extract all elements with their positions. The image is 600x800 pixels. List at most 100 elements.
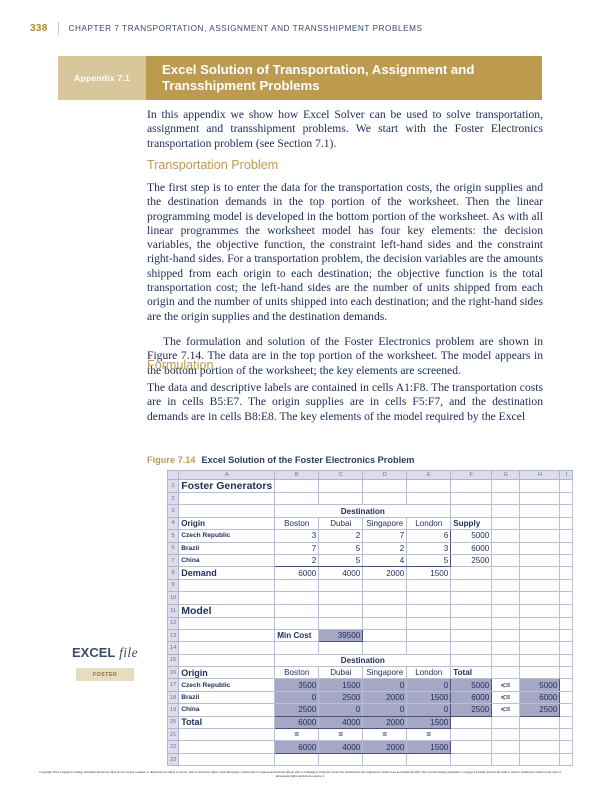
rowhdr-21[interactable]: 21	[166, 728, 180, 742]
colhdr-c[interactable]: C	[318, 470, 364, 480]
cell-ship-china-dubai[interactable]: 0	[318, 703, 364, 717]
cell-d1[interactable]	[362, 479, 408, 493]
cell-h9[interactable]	[519, 578, 561, 593]
cell-f13[interactable]	[450, 628, 493, 643]
excel-worksheet[interactable]: A B C D E F G H I 1 Foster Generators 2 …	[166, 470, 574, 767]
cell-rowop-china[interactable]: <=	[491, 703, 521, 717]
cell-b1[interactable]	[274, 479, 320, 493]
cell-g5[interactable]	[491, 529, 521, 543]
cell-ship-czech-london[interactable]: 0	[406, 678, 452, 692]
cell-i3[interactable]	[559, 504, 574, 518]
cell-origin-czech-bottom[interactable]: Czech Republic	[178, 678, 276, 692]
cell-colrhs-singapore[interactable]: 2000	[362, 740, 408, 754]
cell-b11[interactable]	[274, 603, 320, 618]
rowhdr-23[interactable]: 23	[166, 752, 180, 767]
cell-e11[interactable]	[406, 603, 452, 618]
cell-h15[interactable]	[519, 653, 561, 668]
cell-f22[interactable]	[450, 740, 493, 754]
cell-a12[interactable]	[178, 616, 276, 630]
cell-h1[interactable]	[519, 479, 561, 493]
cell-cost-brazil-london[interactable]: 3	[406, 541, 452, 555]
cell-supply-brazil[interactable]: 6000	[450, 541, 493, 555]
cell-origin-brazil-top[interactable]: Brazil	[178, 541, 276, 555]
rowhdr-3[interactable]: 3	[166, 504, 180, 518]
cell-dest-singapore-top[interactable]: Singapore	[362, 516, 408, 531]
cell-f15[interactable]	[450, 653, 493, 668]
cell-dest-dubai-bottom[interactable]: Dubai	[318, 666, 364, 680]
cell-f1[interactable]	[450, 479, 493, 493]
cell-ship-czech-boston[interactable]: 3500	[274, 678, 320, 692]
cell-colop-boston[interactable]: =	[274, 728, 320, 742]
cell-coltotal-boston[interactable]: 6000	[274, 715, 320, 730]
cell-i22[interactable]	[559, 740, 574, 754]
cell-i11[interactable]	[559, 603, 574, 618]
rowhdr-18[interactable]: 18	[166, 690, 180, 705]
rowhdr-7[interactable]: 7	[166, 553, 180, 568]
cell-origin-header-bottom[interactable]: Origin	[178, 666, 276, 680]
rowhdr-9[interactable]: 9	[166, 578, 180, 593]
cell-h22[interactable]	[519, 740, 561, 754]
cell-f10[interactable]	[450, 591, 493, 605]
cell-i4[interactable]	[559, 516, 574, 531]
cell-rowrhs-china[interactable]: 2500	[519, 703, 561, 717]
cell-ship-czech-dubai[interactable]: 1500	[318, 678, 364, 692]
cell-d10[interactable]	[362, 591, 408, 605]
cell-i17[interactable]	[559, 678, 574, 692]
cell-e10[interactable]	[406, 591, 452, 605]
rowhdr-20[interactable]: 20	[166, 715, 180, 730]
cell-h4[interactable]	[519, 516, 561, 531]
cell-ship-china-london[interactable]: 0	[406, 703, 452, 717]
cell-i1[interactable]	[559, 479, 574, 493]
cell-i8[interactable]	[559, 566, 574, 580]
cell-g11[interactable]	[491, 603, 521, 618]
cell-destination-header-bottom[interactable]: Destination	[274, 653, 452, 668]
cell-g23[interactable]	[491, 752, 521, 767]
cell-min-cost-label[interactable]: Min Cost	[274, 628, 320, 643]
cell-supply-china[interactable]: 2500	[450, 553, 493, 568]
cell-g10[interactable]	[491, 591, 521, 605]
rowhdr-14[interactable]: 14	[166, 641, 180, 655]
cell-ship-brazil-singapore[interactable]: 2000	[362, 690, 408, 705]
cell-i5[interactable]	[559, 529, 574, 543]
cell-h3[interactable]	[519, 504, 561, 518]
cell-total-label-row[interactable]: Total	[178, 715, 276, 730]
cell-origin-czech-top[interactable]: Czech Republic	[178, 529, 276, 543]
cell-e12[interactable]	[406, 616, 452, 630]
rowhdr-1[interactable]: 1	[166, 479, 180, 493]
cell-cost-brazil-boston[interactable]: 7	[274, 541, 320, 555]
cell-a10[interactable]	[178, 591, 276, 605]
cell-cost-china-london[interactable]: 5	[406, 553, 452, 568]
cell-f8[interactable]	[450, 566, 493, 580]
cell-demand-header[interactable]: Demand	[178, 566, 276, 580]
cell-f14[interactable]	[450, 641, 493, 655]
cell-i18[interactable]	[559, 690, 574, 705]
cell-cost-czech-boston[interactable]: 3	[274, 529, 320, 543]
cell-rowrhs-brazil[interactable]: 6000	[519, 690, 561, 705]
cell-e1[interactable]	[406, 479, 452, 493]
cell-a9[interactable]	[178, 578, 276, 593]
cell-dest-dubai-top[interactable]: Dubai	[318, 516, 364, 531]
cell-h11[interactable]	[519, 603, 561, 618]
cell-min-cost-value[interactable]: 39500	[318, 628, 364, 643]
cell-b2[interactable]	[274, 491, 320, 506]
cell-g20[interactable]	[491, 715, 521, 730]
rowhdr-17[interactable]: 17	[166, 678, 180, 692]
cell-b9[interactable]	[274, 578, 320, 593]
cell-demand-dubai[interactable]: 4000	[318, 566, 364, 580]
cell-c23[interactable]	[318, 752, 364, 767]
cell-h8[interactable]	[519, 566, 561, 580]
cell-demand-singapore[interactable]: 2000	[362, 566, 408, 580]
cell-i23[interactable]	[559, 752, 574, 767]
colhdr-g[interactable]: G	[491, 470, 521, 480]
rowhdr-5[interactable]: 5	[166, 529, 180, 543]
rowhdr-19[interactable]: 19	[166, 703, 180, 717]
colhdr-i[interactable]: I	[559, 470, 574, 480]
cell-ship-brazil-london[interactable]: 1500	[406, 690, 452, 705]
cell-g8[interactable]	[491, 566, 521, 580]
cell-i14[interactable]	[559, 641, 574, 655]
cell-e9[interactable]	[406, 578, 452, 593]
cell-c2[interactable]	[318, 491, 364, 506]
cell-h5[interactable]	[519, 529, 561, 543]
rowhdr-13[interactable]: 13	[166, 628, 180, 643]
cell-h16[interactable]	[519, 666, 561, 680]
